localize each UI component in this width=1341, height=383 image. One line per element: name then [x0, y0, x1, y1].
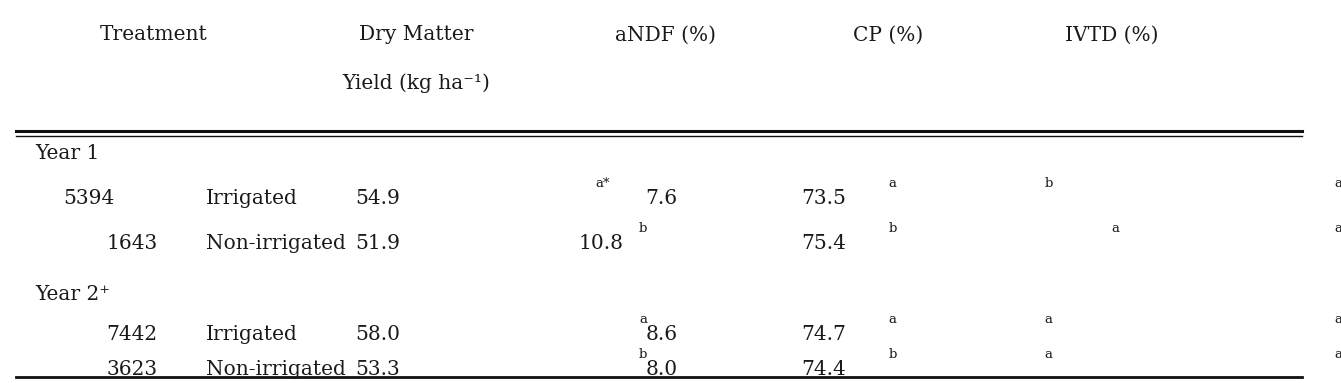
Text: a: a	[1334, 349, 1341, 362]
Text: 7442: 7442	[106, 325, 157, 344]
Text: Year 1: Year 1	[36, 144, 101, 163]
Text: IVTD (%): IVTD (%)	[1065, 25, 1159, 44]
Text: b: b	[888, 349, 897, 362]
Text: 8.6: 8.6	[645, 325, 677, 344]
Text: a: a	[1334, 313, 1341, 326]
Text: a: a	[1045, 349, 1053, 362]
Text: Irrigated: Irrigated	[207, 325, 298, 344]
Text: 73.5: 73.5	[802, 189, 846, 208]
Text: 51.9: 51.9	[355, 234, 401, 253]
Text: a: a	[640, 313, 648, 326]
Text: 7.6: 7.6	[645, 189, 677, 208]
Text: Non-irrigated: Non-irrigated	[207, 234, 346, 253]
Text: a: a	[1334, 177, 1341, 190]
Text: 53.3: 53.3	[355, 360, 401, 380]
Text: a: a	[1334, 223, 1341, 236]
Text: 1643: 1643	[106, 234, 158, 253]
Text: 74.7: 74.7	[802, 325, 846, 344]
Text: 54.9: 54.9	[355, 189, 401, 208]
Text: CP (%): CP (%)	[853, 25, 924, 44]
Text: 74.4: 74.4	[802, 360, 846, 380]
Text: b: b	[1045, 177, 1053, 190]
Text: Irrigated: Irrigated	[207, 189, 298, 208]
Text: Year 2⁺: Year 2⁺	[36, 285, 110, 304]
Text: 3623: 3623	[106, 360, 157, 380]
Text: 58.0: 58.0	[355, 325, 401, 344]
Text: 5394: 5394	[63, 189, 114, 208]
Text: aNDF (%): aNDF (%)	[614, 25, 716, 44]
Text: Yield (kg ha⁻¹): Yield (kg ha⁻¹)	[342, 74, 489, 93]
Text: b: b	[640, 223, 648, 236]
Text: Non-irrigated: Non-irrigated	[207, 360, 346, 380]
Text: Dry Matter: Dry Matter	[359, 25, 473, 44]
Text: 10.8: 10.8	[579, 234, 624, 253]
Text: b: b	[888, 223, 897, 236]
Text: b: b	[640, 349, 648, 362]
Text: 75.4: 75.4	[802, 234, 846, 253]
Text: Treatment: Treatment	[99, 25, 208, 44]
Text: 8.0: 8.0	[645, 360, 677, 380]
Text: a*: a*	[595, 177, 610, 190]
Text: a: a	[888, 313, 896, 326]
Text: a: a	[888, 177, 896, 190]
Text: a: a	[1045, 313, 1053, 326]
Text: a: a	[1112, 223, 1120, 236]
